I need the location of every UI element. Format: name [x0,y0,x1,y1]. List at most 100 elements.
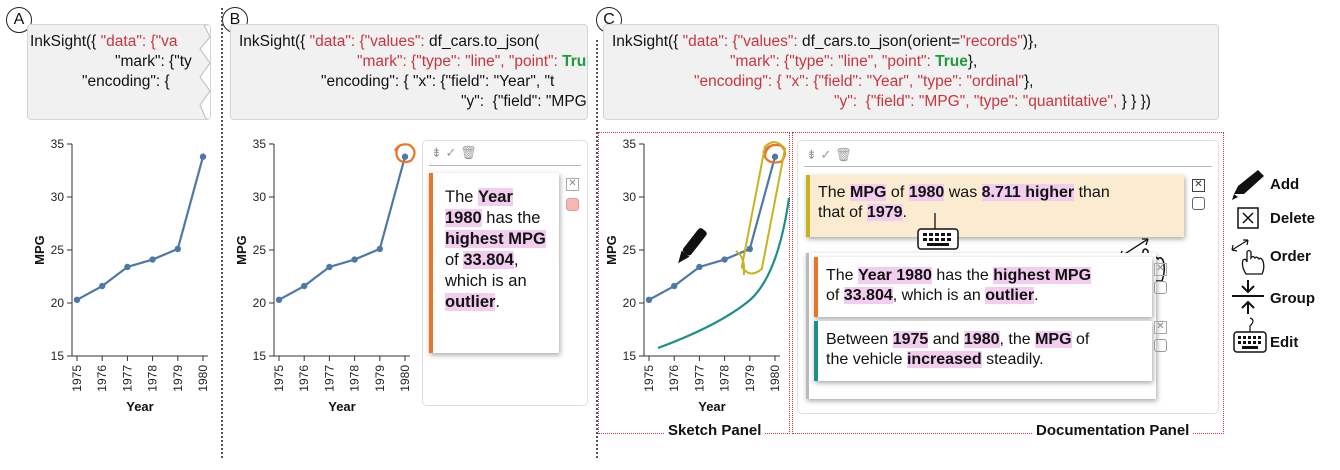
select-checkbox-b[interactable] [566,198,579,211]
card-b-text: The [445,188,479,206]
insight-card-c1[interactable]: The MPG of 1980 was 8.711 higher than th… [806,175,1184,237]
keyboard-icon [917,228,959,250]
delete-checkbox-b[interactable]: ✕ [566,178,579,191]
card-color-bar [814,257,818,317]
x-axis-title: Year [698,399,725,414]
toolbar-divider [429,165,581,166]
card-c1-text4: than [1074,184,1110,201]
card-c3-text5: the vehicle [826,351,907,368]
x-tick-label: 1977 [322,365,336,392]
select-checkbox-c2[interactable] [1154,281,1167,294]
documentation-panel-c: ⇟ ✓ 🗑 The MPG of 1980 was 8.711 higher t… [797,140,1219,414]
code-c-line1-end: )}, [1022,33,1038,50]
x-tick-label: 1979 [373,365,387,392]
x-tick-label: 1980 [398,365,412,392]
sketch-overlay[interactable] [600,130,800,420]
card-c1-diff: 8.711 higher [981,184,1075,201]
x-tick-label: 1976 [297,365,311,392]
y-axis-title: MPG [32,235,47,265]
data-point [174,245,181,253]
insight-card-b[interactable]: The Year 1980 has the highest MPG of 33.… [429,173,559,353]
y-tick-label: 35 [51,137,65,151]
data-point [746,245,753,253]
data-point [326,263,333,271]
series-line [76,156,205,301]
x-tick-label: 1980 [196,365,210,392]
data-point [721,256,728,263]
x-tick-label: 1977 [692,365,706,392]
code-editor-c[interactable]: InkSight({ "data": {"values": df_cars.to… [603,24,1219,120]
card-color-bar [429,173,433,353]
separator-ab [221,8,223,458]
yellow-stroke [735,250,746,276]
trash-icon[interactable]: 🗑 [460,145,477,160]
toolbar-divider [804,166,1212,167]
y-tick-label: 25 [253,243,267,257]
delete-checkbox-c2[interactable]: ✕ [1154,263,1167,276]
trash-icon[interactable]: 🗑 [835,147,852,162]
code-b-line2-true: True [562,53,587,70]
check-icon[interactable]: ✓ [820,147,832,162]
card-c2-text3: of [826,287,844,304]
teal-sketch [657,197,791,350]
y-tick-label: 35 [623,137,637,151]
delete-checkbox-c3[interactable]: ✕ [1154,321,1167,334]
code-c-line4-end: } } }) [1121,93,1151,110]
data-point [73,296,81,304]
x-tick-label: 1976 [95,365,109,392]
y-tick-label: 25 [623,243,637,257]
data-point [671,282,678,290]
y-tick-label: 35 [253,137,267,151]
x-tick-label: 1975 [272,365,286,392]
y-tick-label: 15 [253,349,267,363]
insight-card-c2[interactable]: The Year 1980 has the highest MPG of 33.… [814,257,1152,317]
y-tick-label: 25 [51,243,65,257]
edit-keyboard-icon [1233,317,1267,353]
card-c2-text: The [826,267,859,284]
insight-card-c3[interactable]: Between 1975 and 1980, the MPG of the ve… [814,321,1152,381]
y-tick-label: 20 [623,296,637,310]
y-tick-label: 30 [623,190,637,204]
code-b-line3: "encoding": { "x": {"field": "Year", "t [321,73,555,90]
data-point [99,282,106,290]
select-checkbox-c3[interactable] [1154,339,1167,352]
code-editor-b[interactable]: InkSight({ "data": {"values": df_cars.to… [230,24,588,120]
toolbar-c: ⇟ ✓ 🗑 [806,147,852,163]
check-icon[interactable]: ✓ [445,145,457,160]
card-c2-year: Year 1980 [858,267,932,284]
code-b-line1-prefix: InkSight({ [239,33,310,50]
delete-checkbox-c1[interactable]: ✕ [1192,179,1205,192]
code-a-line1-key: "data": {"va [100,33,178,50]
code-editor-a[interactable]: InkSight({ "data": {"va "mark": {"ty "en… [27,24,211,120]
code-c-line4-key: "y": {"field": "MPG", "type": "quantitat… [834,93,1122,110]
y-tick-label: 20 [253,296,267,310]
x-tick-label: 1978 [718,365,732,392]
card-b-comma: , [513,251,519,269]
card-c2-value: 33.804 [843,287,893,304]
code-c-line2-true: True [935,53,968,70]
documentation-panel-border [792,132,1224,434]
group-icon[interactable]: ⇟ [431,145,442,160]
x-tick-label: 1976 [667,365,681,392]
group-icon[interactable]: ⇟ [806,147,817,162]
card-color-bar [806,175,810,237]
legend-edit: Edit [1270,334,1299,351]
data-point [124,263,131,271]
code-c-line1-key: "data": {"values": [682,33,803,50]
documentation-panel-label: Documentation Panel [1032,422,1194,439]
select-checkbox-c1[interactable] [1192,197,1205,210]
card-b-text2: has the [481,209,541,227]
card-c3-text3: , the [999,331,1036,348]
code-a-line3: "encoding": { [82,73,170,90]
x-tick-label: 1979 [171,365,185,392]
legend-add: Add [1270,176,1300,193]
card-b-text4: which is an [445,272,527,290]
card-c3-text4: of [1071,331,1090,348]
separator-bc [596,40,598,458]
card-c3-text2: and [928,331,964,348]
code-c-line2-key: "mark": {"type": "line", "point": [730,53,936,70]
y-tick-label: 15 [623,349,637,363]
x-axis-title: Year [328,399,355,414]
code-b-line2-key: "mark": {"type": "line", "point": [357,53,563,70]
chart-c[interactable]: 15 20 25 30 35 1975 1976 1977 1978 1979 1980 Year MP… [600,130,790,420]
